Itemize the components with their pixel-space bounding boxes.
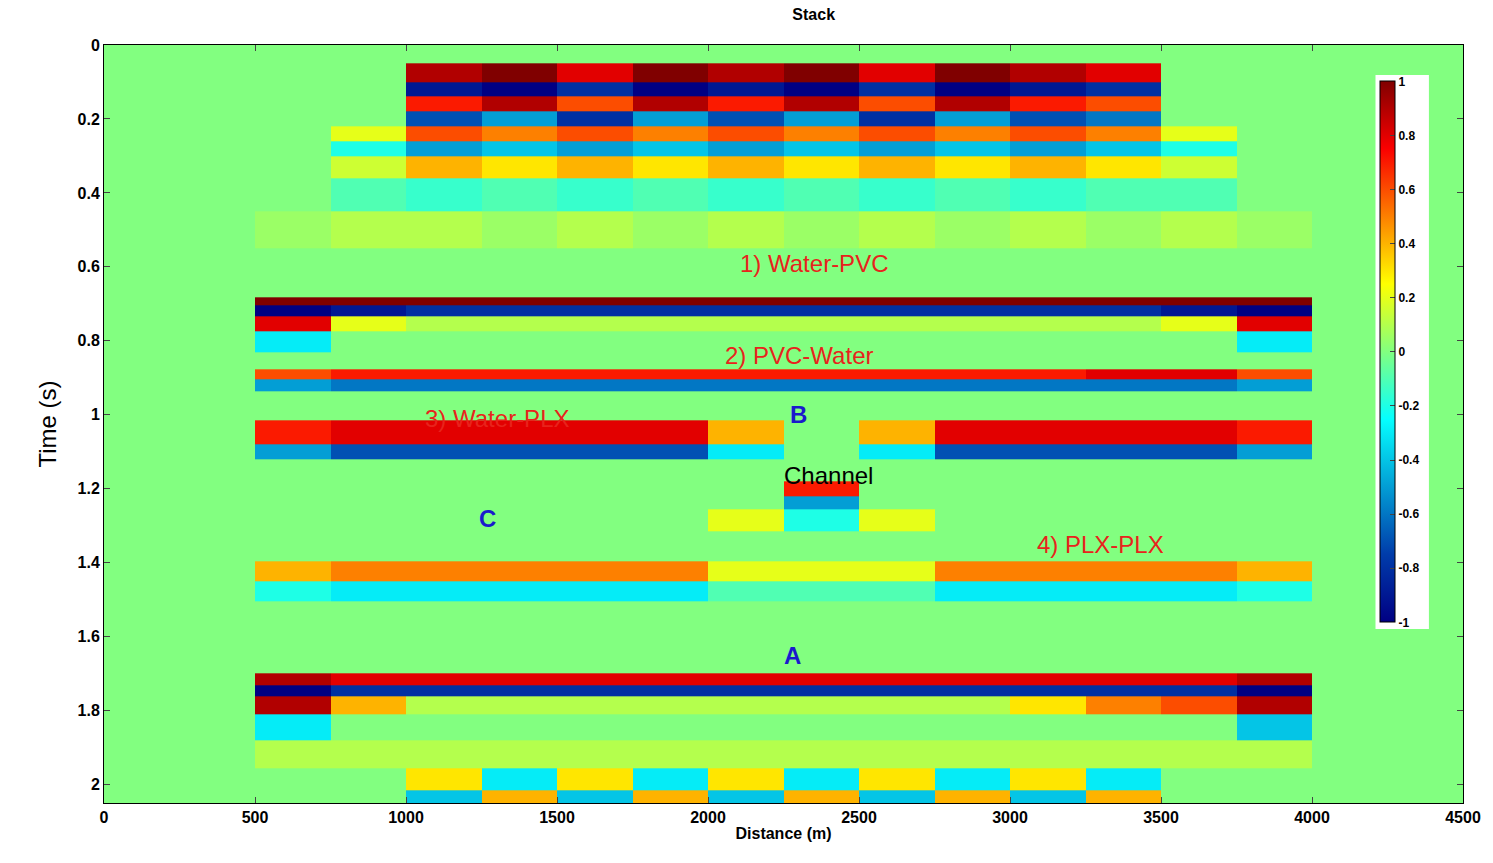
svg-text:0: 0 [1398, 345, 1405, 359]
svg-text:1: 1 [91, 406, 100, 423]
svg-text:Stack: Stack [792, 6, 835, 23]
svg-text:-0.2: -0.2 [1398, 399, 1419, 413]
svg-text:-0.4: -0.4 [1398, 453, 1419, 467]
svg-text:2: 2 [91, 776, 100, 793]
svg-text:-0.6: -0.6 [1398, 507, 1419, 521]
svg-text:1500: 1500 [539, 809, 575, 826]
svg-text:Time (s): Time (s) [34, 380, 61, 467]
svg-text:3000: 3000 [992, 809, 1028, 826]
svg-text:500: 500 [242, 809, 269, 826]
svg-text:0.4: 0.4 [78, 185, 100, 202]
svg-text:A: A [784, 642, 801, 669]
svg-text:Channel: Channel [784, 462, 873, 489]
svg-text:-1: -1 [1398, 616, 1409, 630]
svg-text:1: 1 [1398, 75, 1405, 89]
svg-text:1000: 1000 [388, 809, 424, 826]
svg-text:B: B [790, 401, 807, 428]
svg-text:1.2: 1.2 [78, 480, 100, 497]
svg-text:0: 0 [100, 809, 109, 826]
svg-text:0.6: 0.6 [78, 258, 100, 275]
svg-text:0.6: 0.6 [1398, 183, 1415, 197]
svg-text:4500: 4500 [1445, 809, 1481, 826]
svg-text:0.2: 0.2 [78, 111, 100, 128]
svg-text:0.8: 0.8 [78, 332, 100, 349]
svg-text:0.2: 0.2 [1398, 291, 1415, 305]
svg-text:4) PLX-PLX: 4) PLX-PLX [1037, 531, 1164, 558]
svg-text:2) PVC-Water: 2) PVC-Water [725, 342, 873, 369]
svg-text:1) Water-PVC: 1) Water-PVC [740, 250, 888, 277]
svg-text:0.8: 0.8 [1398, 129, 1415, 143]
svg-text:2000: 2000 [690, 809, 726, 826]
svg-text:1.8: 1.8 [78, 702, 100, 719]
svg-text:3) Water-PLX: 3) Water-PLX [425, 405, 569, 432]
svg-text:C: C [479, 505, 496, 532]
svg-text:3500: 3500 [1143, 809, 1179, 826]
svg-text:0: 0 [91, 37, 100, 54]
svg-text:0.4: 0.4 [1398, 237, 1415, 251]
svg-text:1.6: 1.6 [78, 628, 100, 645]
svg-text:Distance (m): Distance (m) [735, 825, 831, 842]
svg-text:4000: 4000 [1294, 809, 1330, 826]
svg-text:2500: 2500 [841, 809, 877, 826]
svg-text:1.4: 1.4 [78, 554, 100, 571]
svg-text:-0.8: -0.8 [1398, 561, 1419, 575]
